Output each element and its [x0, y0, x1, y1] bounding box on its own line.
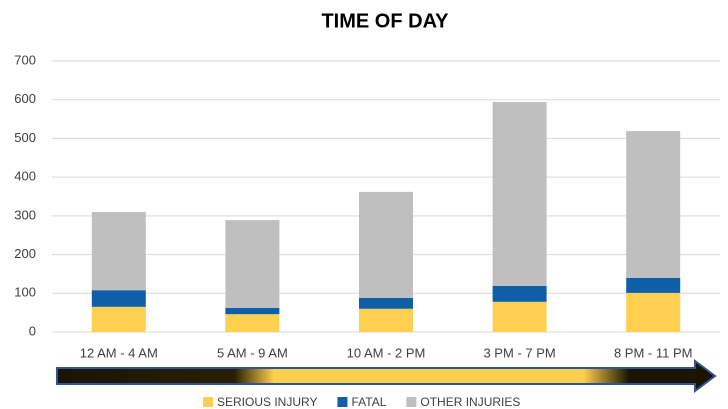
- legend-swatch: [406, 397, 417, 407]
- bar-segment: [91, 211, 146, 291]
- x-tick-label: 3 PM - 7 PM: [483, 345, 555, 360]
- bar-segment: [359, 297, 413, 309]
- time-arrow: [56, 359, 717, 393]
- bar-segment: [225, 314, 280, 332]
- bar-segment: [626, 292, 681, 332]
- bar-segment: [225, 307, 280, 315]
- x-tick-label: 12 AM - 4 AM: [80, 345, 158, 360]
- y-tick-label: 0: [29, 323, 36, 338]
- legend-swatch: [203, 397, 213, 407]
- bar-segment: [91, 290, 146, 307]
- legend-label: SERIOUS INJURY: [217, 395, 317, 409]
- bar-segment: [91, 306, 146, 332]
- bar-segment: [492, 102, 547, 286]
- bar-segment: [626, 131, 681, 278]
- y-tick-label: 600: [14, 91, 36, 106]
- y-tick-label: 100: [14, 285, 36, 300]
- bar-segment: [492, 301, 547, 332]
- legend-label: OTHER INJURIES: [420, 395, 520, 409]
- legend-swatch: [337, 397, 348, 407]
- x-tick-label: 10 AM - 2 PM: [347, 345, 426, 360]
- y-tick-label: 200: [14, 246, 36, 261]
- bar-segment: [359, 308, 413, 332]
- bar-segment: [225, 220, 280, 308]
- x-tick-label: 8 PM - 11 PM: [614, 345, 693, 360]
- y-tick-label: 700: [14, 52, 36, 67]
- bar-segment: [492, 285, 547, 302]
- x-tick-label: 5 AM - 9 AM: [217, 345, 288, 360]
- bar-segment: [626, 277, 681, 293]
- chart-title: TIME OF DAY: [321, 10, 449, 32]
- bar-segment: [359, 191, 413, 298]
- y-tick-label: 300: [14, 207, 36, 222]
- y-tick-label: 500: [14, 130, 36, 145]
- y-tick-label: 400: [14, 169, 36, 184]
- legend-label: FATAL: [351, 395, 386, 409]
